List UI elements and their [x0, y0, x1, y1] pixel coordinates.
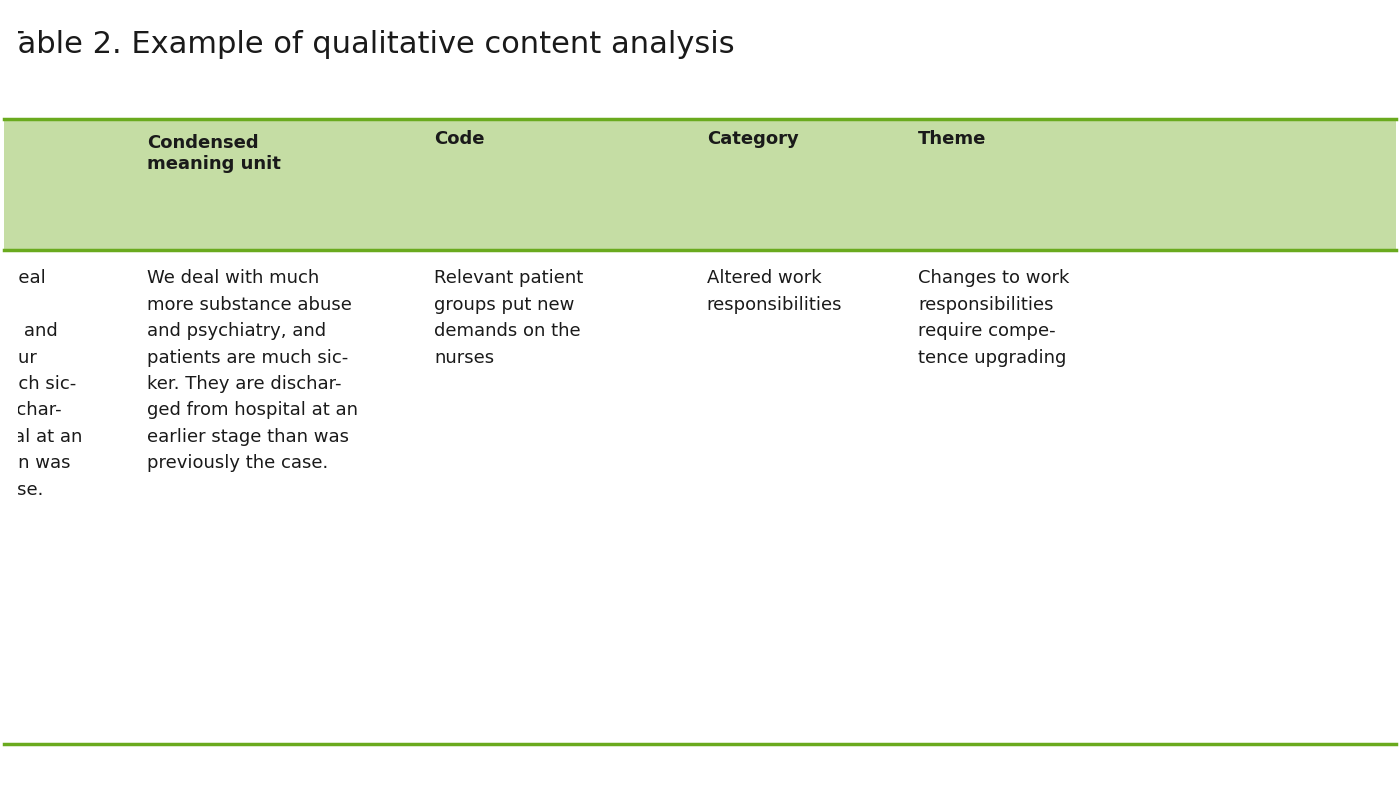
FancyBboxPatch shape	[4, 119, 1396, 250]
Text: Relevant patient
groups put new
demands on the
nurses: Relevant patient groups put new demands …	[434, 270, 584, 366]
Text: Changes to work
responsibilities
require compe-
tence upgrading: Changes to work responsibilities require…	[918, 270, 1070, 366]
Text: Category: Category	[707, 130, 798, 149]
Text: We deal with much
more substance abuse
and psychiatry, and
patients are much sic: We deal with much more substance abuse a…	[147, 270, 358, 472]
Text: Theme: Theme	[918, 130, 987, 149]
Text: Code: Code	[434, 130, 484, 149]
Text: Condensed
meaning unit: Condensed meaning unit	[147, 134, 281, 173]
Text: Table 2. Example of qualitative content analysis: Table 2. Example of qualitative content …	[4, 30, 735, 59]
Text: Altered work
responsibilities: Altered work responsibilities	[707, 270, 843, 314]
Text: deal
e
e and
our
uch sic-
schar-
tal at an
an was
ase.: deal e e and our uch sic- schar- tal at …	[7, 270, 83, 498]
